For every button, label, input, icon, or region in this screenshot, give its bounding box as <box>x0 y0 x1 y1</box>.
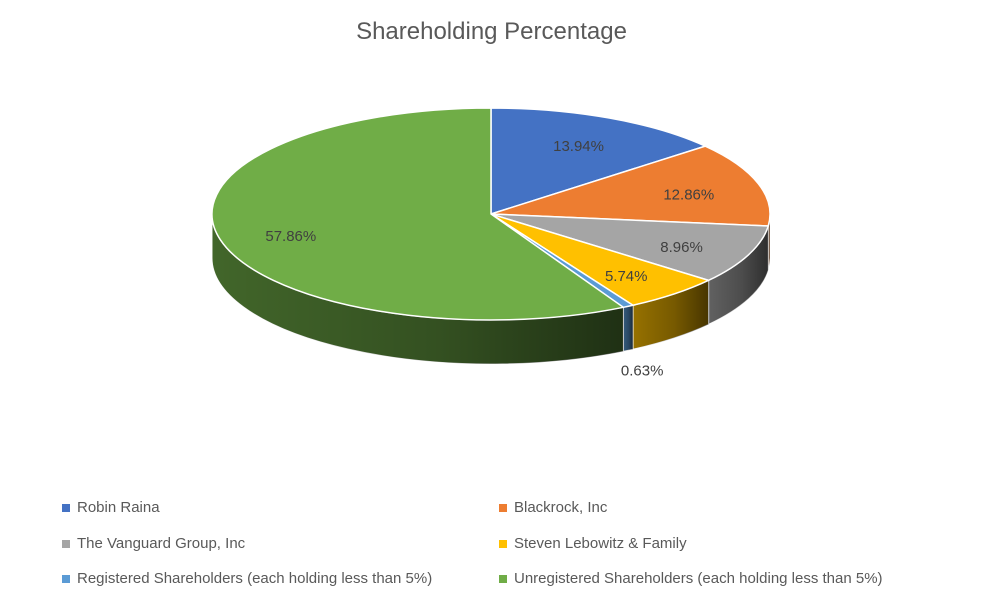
legend-swatch <box>62 503 70 512</box>
data-label-robin-raina: 13.94% <box>553 138 604 155</box>
pie-side-shading <box>212 214 624 364</box>
pie-slice-unregistered-shareholders-each-holding-less-than-5 <box>211 107 625 321</box>
legend-label: Blackrock, Inc <box>514 499 608 516</box>
legend-item-steven-lebowitz: Steven Lebowitz & Family <box>499 535 687 552</box>
pie-slice-the-vanguard-group-inc <box>490 213 769 282</box>
legend-label: Registered Shareholders (each holding le… <box>77 570 433 587</box>
legend-item-robin-raina: Robin Raina <box>62 499 160 516</box>
data-label-unregistered-shareholders-each-holding-less-than-5: 57.86% <box>265 228 316 245</box>
pie-side-shading <box>632 280 709 350</box>
data-label-the-vanguard-group-inc: 8.96% <box>660 239 703 256</box>
data-label-steven-lebowitz-family: 5.74% <box>605 268 648 285</box>
legend-label: Robin Raina <box>77 499 160 516</box>
legend-swatch <box>62 539 70 548</box>
pie-slice-blackrock-inc <box>490 145 771 227</box>
legend-item-blackrock: Blackrock, Inc <box>499 499 607 516</box>
legend-swatch <box>62 574 70 583</box>
legend-item-unregistered-shareholders: Unregistered Shareholders (each holding … <box>499 570 883 587</box>
pie-slice-robin-raina <box>490 107 707 215</box>
chart-title: Shareholding Percentage <box>356 18 627 45</box>
legend: Robin Raina Blackrock, Inc The Vanguard … <box>0 492 983 602</box>
legend-swatch <box>499 539 507 548</box>
legend-label: The Vanguard Group, Inc <box>77 535 246 552</box>
legend-item-vanguard: The Vanguard Group, Inc <box>62 535 245 552</box>
legend-label: Unregistered Shareholders (each holding … <box>514 570 883 587</box>
legend-swatch <box>499 574 507 583</box>
pie-chart: 13.94% 12.86% 8.96% 5.74% 0.63% 57.86% <box>211 107 771 379</box>
data-label-registered-shareholders-each-holding-less-than-5: 0.63% <box>621 362 664 379</box>
data-label-blackrock-inc: 12.86% <box>663 186 714 203</box>
legend-item-registered-shareholders: Registered Shareholders (each holding le… <box>62 570 432 587</box>
legend-swatch <box>499 503 507 512</box>
legend-label: Steven Lebowitz & Family <box>514 535 687 552</box>
pie-side-shading <box>623 305 633 352</box>
